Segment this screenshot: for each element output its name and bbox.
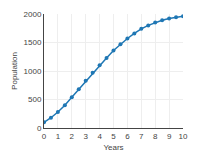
svg-text:3: 3 bbox=[83, 132, 88, 141]
svg-text:7: 7 bbox=[139, 132, 144, 141]
svg-text:500: 500 bbox=[28, 95, 42, 104]
svg-text:10: 10 bbox=[179, 132, 188, 141]
svg-text:2: 2 bbox=[70, 132, 75, 141]
svg-text:0: 0 bbox=[42, 132, 47, 141]
svg-text:Population: Population bbox=[10, 52, 19, 90]
svg-text:9: 9 bbox=[167, 132, 172, 141]
svg-text:2000: 2000 bbox=[24, 10, 42, 19]
svg-text:0: 0 bbox=[37, 124, 42, 133]
svg-text:5: 5 bbox=[111, 132, 116, 141]
svg-text:4: 4 bbox=[97, 132, 102, 141]
svg-text:6: 6 bbox=[125, 132, 130, 141]
svg-text:1500: 1500 bbox=[24, 38, 42, 47]
svg-text:8: 8 bbox=[153, 132, 158, 141]
svg-text:1000: 1000 bbox=[24, 67, 42, 76]
svg-text:1: 1 bbox=[56, 132, 61, 141]
svg-text:Years: Years bbox=[103, 143, 123, 152]
